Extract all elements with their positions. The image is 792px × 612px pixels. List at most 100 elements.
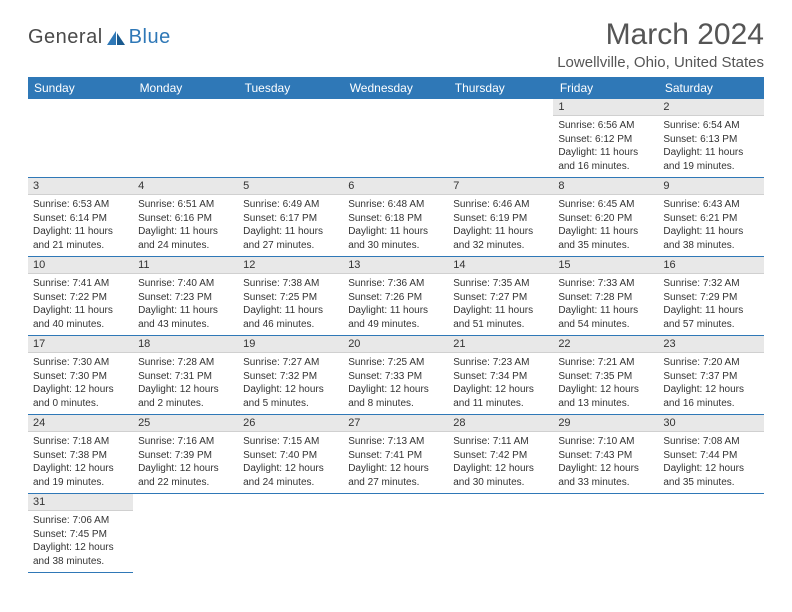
- calendar-cell: 19Sunrise: 7:27 AMSunset: 7:32 PMDayligh…: [238, 336, 343, 415]
- calendar-cell: [553, 494, 658, 573]
- day-number: 20: [343, 336, 448, 353]
- day-header: Friday: [553, 77, 658, 99]
- calendar-cell: [28, 99, 133, 178]
- calendar-cell: 5Sunrise: 6:49 AMSunset: 6:17 PMDaylight…: [238, 178, 343, 257]
- calendar-cell: 30Sunrise: 7:08 AMSunset: 7:44 PMDayligh…: [658, 415, 763, 494]
- calendar-cell: 4Sunrise: 6:51 AMSunset: 6:16 PMDaylight…: [133, 178, 238, 257]
- day-content: Sunrise: 6:51 AMSunset: 6:16 PMDaylight:…: [133, 195, 238, 256]
- day-number: 8: [553, 178, 658, 195]
- day-number: 15: [553, 257, 658, 274]
- day-header: Tuesday: [238, 77, 343, 99]
- day-content: Sunrise: 6:54 AMSunset: 6:13 PMDaylight:…: [658, 116, 763, 177]
- day-content: Sunrise: 7:27 AMSunset: 7:32 PMDaylight:…: [238, 353, 343, 414]
- day-content: Sunrise: 7:16 AMSunset: 7:39 PMDaylight:…: [133, 432, 238, 493]
- day-content: Sunrise: 6:43 AMSunset: 6:21 PMDaylight:…: [658, 195, 763, 256]
- sail-icon: [105, 29, 127, 47]
- day-content: Sunrise: 7:40 AMSunset: 7:23 PMDaylight:…: [133, 274, 238, 335]
- calendar-cell: 28Sunrise: 7:11 AMSunset: 7:42 PMDayligh…: [448, 415, 553, 494]
- day-number: 2: [658, 99, 763, 116]
- day-number: 30: [658, 415, 763, 432]
- calendar-row: 10Sunrise: 7:41 AMSunset: 7:22 PMDayligh…: [28, 257, 764, 336]
- day-content: Sunrise: 6:49 AMSunset: 6:17 PMDaylight:…: [238, 195, 343, 256]
- day-content: Sunrise: 7:13 AMSunset: 7:41 PMDaylight:…: [343, 432, 448, 493]
- calendar-cell: 1Sunrise: 6:56 AMSunset: 6:12 PMDaylight…: [553, 99, 658, 178]
- calendar-cell: 9Sunrise: 6:43 AMSunset: 6:21 PMDaylight…: [658, 178, 763, 257]
- day-content: Sunrise: 7:25 AMSunset: 7:33 PMDaylight:…: [343, 353, 448, 414]
- day-number: 25: [133, 415, 238, 432]
- calendar-row: 3Sunrise: 6:53 AMSunset: 6:14 PMDaylight…: [28, 178, 764, 257]
- day-header-row: SundayMondayTuesdayWednesdayThursdayFrid…: [28, 77, 764, 99]
- page-title: March 2024: [557, 18, 764, 52]
- day-content: Sunrise: 7:32 AMSunset: 7:29 PMDaylight:…: [658, 274, 763, 335]
- day-number: 29: [553, 415, 658, 432]
- day-content: Sunrise: 7:21 AMSunset: 7:35 PMDaylight:…: [553, 353, 658, 414]
- calendar-cell: 8Sunrise: 6:45 AMSunset: 6:20 PMDaylight…: [553, 178, 658, 257]
- day-header: Thursday: [448, 77, 553, 99]
- day-content: Sunrise: 6:53 AMSunset: 6:14 PMDaylight:…: [28, 195, 133, 256]
- day-content: Sunrise: 6:56 AMSunset: 6:12 PMDaylight:…: [553, 116, 658, 177]
- calendar-cell: 31Sunrise: 7:06 AMSunset: 7:45 PMDayligh…: [28, 494, 133, 573]
- calendar-cell: 21Sunrise: 7:23 AMSunset: 7:34 PMDayligh…: [448, 336, 553, 415]
- calendar-cell: [658, 494, 763, 573]
- calendar-cell: 15Sunrise: 7:33 AMSunset: 7:28 PMDayligh…: [553, 257, 658, 336]
- calendar-cell: 13Sunrise: 7:36 AMSunset: 7:26 PMDayligh…: [343, 257, 448, 336]
- day-number: 26: [238, 415, 343, 432]
- calendar-cell: 10Sunrise: 7:41 AMSunset: 7:22 PMDayligh…: [28, 257, 133, 336]
- day-number: 17: [28, 336, 133, 353]
- day-content: Sunrise: 7:18 AMSunset: 7:38 PMDaylight:…: [28, 432, 133, 493]
- day-content: Sunrise: 7:15 AMSunset: 7:40 PMDaylight:…: [238, 432, 343, 493]
- day-content: Sunrise: 7:06 AMSunset: 7:45 PMDaylight:…: [28, 511, 133, 572]
- calendar-cell: 16Sunrise: 7:32 AMSunset: 7:29 PMDayligh…: [658, 257, 763, 336]
- calendar-cell: 23Sunrise: 7:20 AMSunset: 7:37 PMDayligh…: [658, 336, 763, 415]
- calendar-cell: 17Sunrise: 7:30 AMSunset: 7:30 PMDayligh…: [28, 336, 133, 415]
- calendar-cell: [133, 494, 238, 573]
- calendar-cell: [238, 494, 343, 573]
- calendar-row: 24Sunrise: 7:18 AMSunset: 7:38 PMDayligh…: [28, 415, 764, 494]
- calendar-cell: [448, 494, 553, 573]
- calendar-cell: 6Sunrise: 6:48 AMSunset: 6:18 PMDaylight…: [343, 178, 448, 257]
- day-number: 28: [448, 415, 553, 432]
- day-content: Sunrise: 7:30 AMSunset: 7:30 PMDaylight:…: [28, 353, 133, 414]
- day-content: Sunrise: 7:23 AMSunset: 7:34 PMDaylight:…: [448, 353, 553, 414]
- day-header: Monday: [133, 77, 238, 99]
- day-number: 18: [133, 336, 238, 353]
- day-number: 6: [343, 178, 448, 195]
- day-content: Sunrise: 7:41 AMSunset: 7:22 PMDaylight:…: [28, 274, 133, 335]
- calendar-row: 1Sunrise: 6:56 AMSunset: 6:12 PMDaylight…: [28, 99, 764, 178]
- day-header: Saturday: [658, 77, 763, 99]
- day-number: 24: [28, 415, 133, 432]
- day-number: 4: [133, 178, 238, 195]
- day-content: Sunrise: 6:46 AMSunset: 6:19 PMDaylight:…: [448, 195, 553, 256]
- day-content: Sunrise: 7:11 AMSunset: 7:42 PMDaylight:…: [448, 432, 553, 493]
- day-number: 27: [343, 415, 448, 432]
- day-number: 12: [238, 257, 343, 274]
- day-number: 16: [658, 257, 763, 274]
- day-content: Sunrise: 6:48 AMSunset: 6:18 PMDaylight:…: [343, 195, 448, 256]
- day-number: 21: [448, 336, 553, 353]
- calendar-cell: 14Sunrise: 7:35 AMSunset: 7:27 PMDayligh…: [448, 257, 553, 336]
- day-content: Sunrise: 7:36 AMSunset: 7:26 PMDaylight:…: [343, 274, 448, 335]
- calendar-cell: 12Sunrise: 7:38 AMSunset: 7:25 PMDayligh…: [238, 257, 343, 336]
- calendar-cell: 26Sunrise: 7:15 AMSunset: 7:40 PMDayligh…: [238, 415, 343, 494]
- title-block: March 2024 Lowellville, Ohio, United Sta…: [557, 18, 764, 71]
- day-number: 22: [553, 336, 658, 353]
- calendar-cell: [448, 99, 553, 178]
- logo: General Blue: [28, 18, 171, 49]
- calendar-cell: [133, 99, 238, 178]
- calendar-cell: [343, 494, 448, 573]
- calendar-cell: 3Sunrise: 6:53 AMSunset: 6:14 PMDaylight…: [28, 178, 133, 257]
- day-content: Sunrise: 7:38 AMSunset: 7:25 PMDaylight:…: [238, 274, 343, 335]
- calendar-body: 1Sunrise: 6:56 AMSunset: 6:12 PMDaylight…: [28, 99, 764, 573]
- day-content: Sunrise: 7:33 AMSunset: 7:28 PMDaylight:…: [553, 274, 658, 335]
- calendar-row: 17Sunrise: 7:30 AMSunset: 7:30 PMDayligh…: [28, 336, 764, 415]
- day-content: Sunrise: 7:35 AMSunset: 7:27 PMDaylight:…: [448, 274, 553, 335]
- day-header: Sunday: [28, 77, 133, 99]
- day-number: 31: [28, 494, 133, 511]
- day-number: 23: [658, 336, 763, 353]
- calendar-cell: 27Sunrise: 7:13 AMSunset: 7:41 PMDayligh…: [343, 415, 448, 494]
- logo-text-general: General: [28, 26, 103, 49]
- header: General Blue March 2024 Lowellville, Ohi…: [28, 18, 764, 71]
- day-number: 13: [343, 257, 448, 274]
- calendar-cell: 7Sunrise: 6:46 AMSunset: 6:19 PMDaylight…: [448, 178, 553, 257]
- calendar-cell: 24Sunrise: 7:18 AMSunset: 7:38 PMDayligh…: [28, 415, 133, 494]
